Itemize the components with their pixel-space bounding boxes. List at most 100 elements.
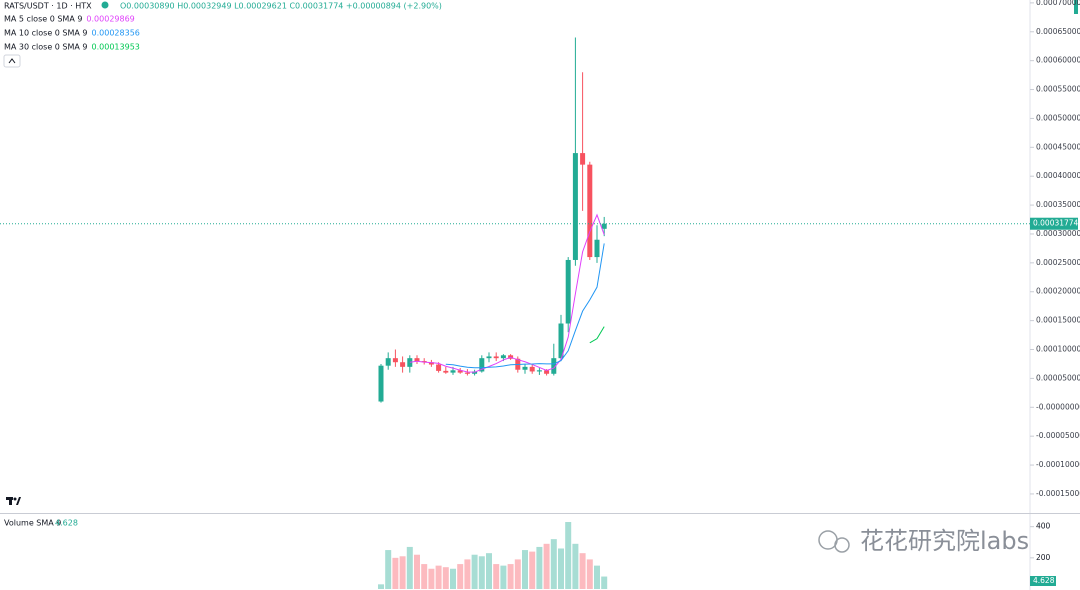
candle-body [536, 370, 542, 372]
status-dot [101, 1, 109, 9]
candle-body [493, 356, 499, 359]
ma-legend-name: MA 10 close 0 SMA 9 [4, 29, 88, 38]
volume-bar [399, 556, 406, 589]
symbol-title: RATS/USDT · 1D · HTX [4, 2, 92, 11]
ma-legend-value: 0.00029869 [86, 15, 134, 24]
volume-bar [500, 565, 507, 589]
volume-bar [529, 551, 536, 589]
candle-body [400, 362, 406, 367]
y-tick-label: 0.00035000 [1036, 200, 1080, 209]
y-tick-label: -0.00010000 [1036, 460, 1080, 469]
candle-body [500, 355, 506, 359]
candle-body [544, 370, 550, 374]
ohlc-legend: O0.00030890 H0.00032949 L0.00029621 C0.0… [120, 2, 442, 11]
volume-bar [435, 565, 442, 589]
y-tick-label: 0.00055000 [1036, 85, 1080, 94]
volume-bar [514, 559, 521, 589]
y-tick-label: -0.00015000 [1036, 489, 1080, 498]
candle-body [464, 372, 470, 374]
volume-bar [565, 522, 572, 589]
candle-body [558, 323, 564, 359]
volume-bar [493, 564, 500, 589]
volume-bar [406, 546, 413, 589]
volume-bar [586, 559, 593, 589]
candle-body [428, 362, 434, 365]
volume-bar [579, 553, 586, 589]
volume-bar [550, 539, 557, 589]
candle-body [392, 358, 398, 363]
ma-legend-name: MA 5 close 0 SMA 9 [4, 15, 82, 24]
scroll-indicator [1074, 0, 1078, 14]
candle-body [601, 223, 607, 229]
volume-bar [486, 553, 492, 589]
volume-bar [601, 576, 608, 589]
watermark-text: 花花研究院labs [860, 527, 1029, 555]
y-tick-label: 0.00065000 [1036, 27, 1080, 36]
ma-line [445, 243, 605, 369]
last-price-tag [1030, 217, 1078, 230]
candle-body [587, 164, 593, 258]
ma-legend-name: MA 30 close 0 SMA 9 [4, 43, 88, 52]
y-tick-label: 0.00005000 [1036, 373, 1080, 382]
volume-bar [457, 564, 464, 589]
volume-bar [414, 554, 420, 589]
volume-bar [464, 559, 471, 589]
tv-logo [6, 497, 21, 505]
candle-body [479, 358, 485, 372]
candle-body [565, 259, 571, 324]
volume-tag [1030, 576, 1056, 586]
candle-body [457, 370, 463, 373]
candle-body [414, 358, 420, 362]
volume-bar [442, 567, 449, 589]
candle-body [580, 153, 586, 165]
volume-bar [378, 584, 384, 589]
candle-body [378, 365, 384, 402]
watermark: 花花研究院labs [818, 527, 1029, 555]
volume-bar [558, 548, 564, 589]
y-tick-label: 0.00020000 [1036, 287, 1080, 296]
volume-bar [572, 543, 579, 589]
volume-bar [450, 568, 456, 589]
candle-body [594, 239, 600, 258]
y-tick-label: 0.00060000 [1036, 56, 1080, 65]
volume-bar [385, 550, 392, 589]
volume-bar [522, 550, 528, 589]
volume-bar [478, 556, 485, 589]
volume-bar [594, 565, 600, 589]
volume-tick-label: 200 [1036, 553, 1051, 562]
candle-body [450, 370, 456, 373]
volume-bar [543, 543, 550, 589]
volume-bar [421, 564, 428, 589]
volume-tag-label: 4.628 [1033, 576, 1055, 585]
collapse-button[interactable] [3, 54, 21, 68]
candle-body [436, 364, 442, 371]
ma-line [409, 213, 605, 373]
y-tick-label: 0.00050000 [1036, 113, 1080, 122]
candle-body [572, 153, 578, 260]
last-price-label: 0.00031774 [1033, 219, 1079, 228]
volume-bar [536, 546, 543, 589]
volume-legend-value: 4.628 [55, 519, 78, 528]
y-tick-label: 0.00010000 [1036, 345, 1080, 354]
y-tick-label: -0.00000000 [1036, 402, 1080, 411]
candle-body [551, 358, 557, 374]
candle-body [385, 358, 391, 366]
volume-tick-label: 400 [1036, 522, 1051, 531]
y-tick-label: -0.00005000 [1036, 431, 1080, 440]
volume-bar [428, 568, 435, 589]
ma-legend-value: 0.00013953 [92, 43, 140, 52]
y-tick-label: 0.00015000 [1036, 316, 1080, 325]
ma-line [589, 326, 605, 344]
candle-body [522, 366, 528, 370]
volume-legend-name: Volume SMA 9 [4, 519, 61, 528]
candle-body [407, 358, 413, 367]
y-tick-label: 0.00070000 [1036, 0, 1080, 7]
y-tick-label: 0.00030000 [1036, 229, 1080, 238]
candle-body [529, 366, 535, 372]
volume-bar [392, 557, 399, 589]
y-tick-label: 0.00040000 [1036, 171, 1080, 180]
collapse-icon [8, 58, 16, 64]
candle-body [486, 356, 492, 359]
volume-bar [507, 564, 514, 589]
